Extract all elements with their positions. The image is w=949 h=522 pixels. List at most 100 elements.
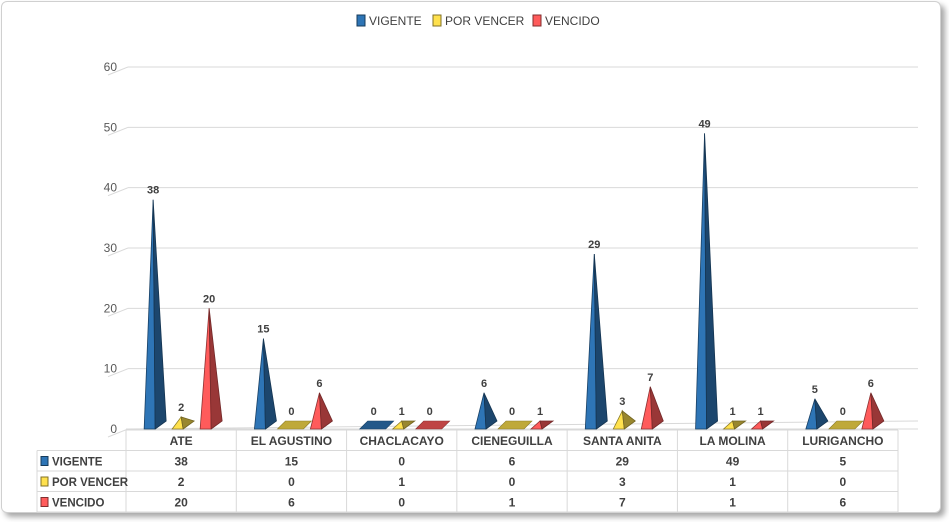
- table-cell: 3: [619, 475, 626, 489]
- cone-vencido-cieneguilla: [529, 420, 555, 430]
- cone-side: [319, 392, 333, 430]
- table-category-label: CHACLACAYO: [360, 434, 444, 448]
- cone-por-vencer-cieneguilla: [497, 420, 533, 430]
- cone-vencido-santa-anita: [640, 386, 664, 430]
- data-label: 3: [619, 396, 625, 408]
- table-cell: 49: [726, 455, 740, 469]
- cone-por-vencer-el-agustino: [276, 420, 313, 430]
- table-category-label: LURIGANCHO: [802, 434, 883, 448]
- cone-vigente-el-agustino: [253, 338, 277, 430]
- cone-base: [358, 420, 395, 430]
- cone-side: [814, 398, 829, 430]
- table-cell: 29: [616, 455, 630, 469]
- cone-side: [760, 420, 775, 430]
- table-legend-key: [40, 456, 49, 466]
- data-table: [36, 429, 899, 513]
- legend-swatch-vigente: [356, 14, 366, 27]
- y-tick-label: 30: [104, 241, 118, 255]
- cone-side: [208, 308, 223, 430]
- table-cell: 0: [288, 475, 295, 489]
- legend-label: POR VENCER: [445, 14, 525, 28]
- table-cell: 6: [509, 455, 516, 469]
- cone-side: [483, 392, 498, 430]
- cone-side: [152, 199, 167, 430]
- table-cell: 20: [174, 496, 188, 510]
- data-label: 2: [178, 402, 184, 414]
- data-label: 15: [257, 324, 269, 336]
- cone-base: [497, 420, 533, 430]
- cone-side: [704, 133, 718, 430]
- gridlines: [107, 66, 919, 438]
- data-label: 5: [812, 384, 818, 396]
- table-cell: 38: [174, 455, 188, 469]
- cone-vencido-ate: [199, 308, 223, 430]
- cone-side: [870, 392, 885, 430]
- cone-side: [621, 410, 636, 430]
- table-cell: 0: [398, 496, 405, 510]
- y-tick-label: 10: [104, 362, 118, 376]
- table-cell: 1: [729, 475, 736, 489]
- table-series-label: VENCIDO: [52, 498, 104, 510]
- cone-base: [414, 420, 451, 430]
- data-label: 6: [481, 378, 487, 390]
- gridline-depth: [107, 247, 129, 257]
- data-label: 20: [203, 293, 215, 305]
- y-tick-label: 0: [110, 422, 117, 436]
- table-category-label: ATE: [170, 434, 193, 448]
- data-label: 6: [316, 378, 322, 390]
- data-label: 0: [371, 406, 377, 418]
- gridline-depth: [107, 66, 129, 76]
- table-cell: 6: [840, 496, 847, 510]
- cone-vigente-chaclacayo: [358, 420, 395, 430]
- legend-label: VENCIDO: [545, 14, 600, 28]
- cone-por-vencer-ate: [171, 415, 196, 430]
- data-label: 1: [730, 406, 736, 418]
- data-label: 38: [147, 185, 159, 197]
- gridline-depth: [107, 126, 129, 136]
- table-cell: 0: [840, 475, 847, 489]
- chart-frame: [1, 1, 941, 513]
- table-cell: 15: [285, 455, 299, 469]
- data-label: 0: [427, 406, 433, 418]
- table-cell: 5: [840, 455, 847, 469]
- gridline-depth: [107, 368, 129, 378]
- table-category-label: SANTA ANITA: [583, 434, 662, 448]
- data-label: 29: [588, 239, 600, 251]
- table-category-label: LA MOLINA: [699, 434, 766, 448]
- cone-side: [649, 386, 664, 430]
- cone-por-vencer-santa-anita: [612, 409, 636, 430]
- table-series-label: VIGENTE: [52, 457, 103, 469]
- data-label: 0: [288, 406, 294, 418]
- table-cell: 0: [509, 475, 516, 489]
- table-category-label: CIENEGUILLA: [471, 434, 553, 448]
- cone-vencido-lurigancho: [861, 392, 885, 430]
- cone-vigente-cieneguilla: [474, 392, 498, 430]
- cone-base: [276, 420, 313, 430]
- cone-base: [828, 420, 864, 430]
- y-tick-label: 20: [104, 301, 118, 315]
- cones: [143, 133, 885, 430]
- cone-por-vencer-lurigancho: [828, 420, 864, 430]
- data-label: 1: [537, 406, 543, 418]
- data-label: 1: [758, 406, 764, 418]
- data-label: 1: [399, 406, 405, 418]
- legend-label: VIGENTE: [369, 14, 422, 28]
- cone-vencido-la-molina: [750, 420, 775, 430]
- data-label: 0: [840, 406, 846, 418]
- y-tick-label: 50: [104, 120, 118, 134]
- cone-vencido-chaclacayo: [414, 420, 451, 430]
- cone-por-vencer-chaclacayo: [391, 420, 416, 430]
- table-cell: 6: [288, 496, 295, 510]
- cone-side: [593, 254, 608, 430]
- gridline-depth: [107, 307, 129, 317]
- data-label: 49: [698, 118, 710, 130]
- y-tick-label: 40: [104, 181, 118, 195]
- data-label: 0: [509, 406, 515, 418]
- cone-vencido-el-agustino: [309, 392, 333, 430]
- cone-vigente-lurigancho: [805, 398, 829, 430]
- table-category-label: EL AGUSTINO: [251, 434, 332, 448]
- gridline-depth: [107, 428, 129, 438]
- cone-vigente-la-molina: [695, 133, 718, 430]
- cone-por-vencer-la-molina: [722, 420, 747, 430]
